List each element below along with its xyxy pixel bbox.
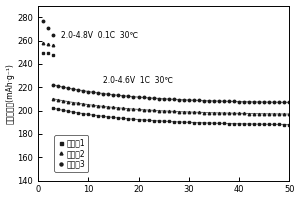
Line: 实施例2: 实施例2 [42, 42, 290, 115]
Y-axis label: 放电比容量(mAh·g⁻¹): 放电比容量(mAh·g⁻¹) [6, 63, 15, 124]
实施例1 [112, 116, 115, 119]
Text: 2.0-4.6V  1C  30℃: 2.0-4.6V 1C 30℃ [103, 76, 173, 85]
Legend: 实施例1, 实施例2, 实施例3: 实施例1, 实施例2, 实施例3 [54, 135, 88, 172]
实施例2 [92, 104, 95, 106]
实施例1 [282, 123, 286, 126]
实施例1 [41, 52, 45, 55]
实施例1 [92, 114, 95, 116]
实施例2 [282, 113, 286, 115]
实施例2 [112, 106, 115, 109]
实施例3 [287, 101, 291, 104]
实施例2 [41, 42, 45, 44]
实施例2 [287, 113, 291, 115]
实施例1 [287, 123, 291, 126]
实施例3 [217, 100, 221, 102]
Line: 实施例3: 实施例3 [42, 19, 290, 104]
实施例3 [41, 20, 45, 22]
实施例3 [282, 101, 286, 104]
实施例3 [117, 94, 120, 96]
实施例3 [202, 99, 206, 102]
Line: 实施例1: 实施例1 [42, 52, 290, 126]
实施例2 [202, 111, 206, 114]
实施例2 [217, 112, 221, 114]
实施例1 [217, 122, 221, 125]
实施例2 [117, 107, 120, 109]
Text: 2.0-4.8V  0.1C  30℃: 2.0-4.8V 0.1C 30℃ [61, 31, 138, 40]
实施例1 [117, 117, 120, 119]
实施例3 [112, 94, 115, 96]
实施例1 [202, 122, 206, 124]
实施例3 [92, 91, 95, 93]
